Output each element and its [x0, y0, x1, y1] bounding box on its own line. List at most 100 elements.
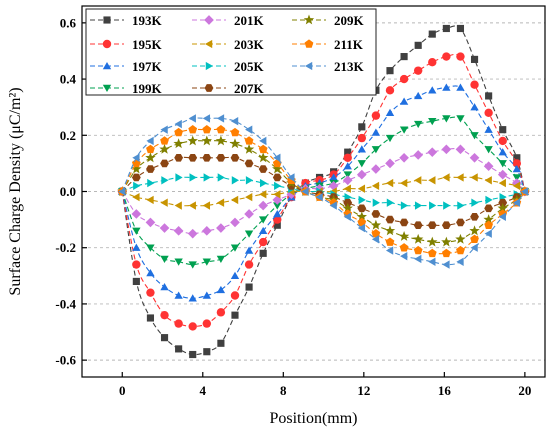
data-point [371, 235, 380, 244]
data-point [442, 83, 451, 91]
data-point [456, 245, 465, 255]
x-tick-label: 16 [438, 383, 452, 398]
data-point [287, 173, 295, 182]
legend-marker [303, 14, 315, 25]
series-213K [118, 114, 529, 269]
data-point [414, 201, 423, 210]
data-point [428, 30, 436, 38]
data-point [133, 181, 141, 191]
data-point [343, 184, 351, 193]
data-point [483, 214, 494, 225]
data-point [244, 246, 254, 254]
data-point [216, 285, 226, 294]
data-point [414, 41, 422, 49]
data-point [371, 181, 380, 191]
data-point [174, 258, 183, 266]
data-point [329, 201, 337, 210]
data-point [342, 202, 353, 213]
data-point [428, 86, 437, 94]
data-point [175, 173, 183, 182]
data-point [202, 291, 211, 299]
data-point [174, 201, 182, 210]
data-point [498, 212, 506, 221]
legend-marker [103, 16, 111, 24]
series-line [121, 116, 526, 266]
data-point [470, 132, 479, 140]
legend-item: 211K [292, 37, 364, 52]
data-point [456, 218, 465, 227]
data-point [385, 237, 395, 246]
data-point [245, 192, 253, 202]
data-point [498, 160, 507, 168]
data-point [456, 173, 464, 182]
data-point [414, 120, 423, 129]
data-point [329, 173, 338, 181]
data-point [442, 115, 451, 123]
data-point [371, 229, 381, 238]
data-point [202, 319, 212, 328]
data-point [370, 219, 382, 230]
data-point [147, 178, 155, 188]
legend-item: 205K [192, 59, 265, 74]
data-point [203, 348, 211, 356]
data-point [159, 223, 170, 233]
legend-label: 211K [334, 37, 364, 52]
data-point [258, 200, 268, 211]
data-point [174, 319, 183, 328]
data-point [273, 202, 282, 210]
data-point [230, 217, 240, 228]
data-point [399, 97, 409, 105]
data-point [441, 248, 451, 258]
legend-marker [304, 39, 314, 48]
data-point [202, 114, 211, 123]
data-point [358, 123, 366, 131]
data-point [189, 173, 197, 182]
data-point [258, 144, 268, 154]
data-point [258, 216, 268, 224]
data-point [414, 91, 423, 100]
data-point [188, 114, 196, 123]
data-point [230, 271, 240, 280]
data-point [428, 58, 437, 67]
data-point [131, 173, 141, 182]
data-point [131, 209, 142, 219]
y-tick-label: 0.6 [60, 15, 77, 30]
data-point [512, 198, 521, 207]
legend-label: 203K [234, 37, 265, 52]
legend-marker [204, 15, 214, 25]
data-point [456, 83, 465, 91]
data-point [428, 176, 436, 185]
data-point [470, 55, 479, 63]
legend-marker [204, 84, 214, 92]
data-point [413, 221, 423, 230]
data-point [400, 53, 408, 61]
data-point [343, 171, 352, 179]
data-point [273, 153, 281, 162]
data-point [145, 217, 156, 228]
data-point [386, 67, 394, 75]
data-point [146, 165, 155, 173]
data-point [131, 163, 142, 174]
data-point [520, 187, 529, 196]
data-point [160, 159, 169, 168]
data-point [230, 195, 239, 205]
data-point [358, 195, 366, 205]
data-point [456, 115, 465, 123]
data-point [470, 243, 478, 252]
data-point [357, 145, 366, 153]
data-point [427, 236, 438, 247]
data-point [230, 244, 240, 252]
data-point [132, 227, 141, 235]
data-point [441, 236, 452, 247]
data-point [145, 152, 156, 163]
legend-label: 209K [334, 13, 365, 28]
data-point [485, 195, 493, 205]
data-point [188, 261, 197, 269]
legend-label: 205K [234, 59, 265, 74]
data-point [217, 173, 225, 182]
data-point [257, 152, 269, 163]
legend-item: 203K [192, 37, 265, 52]
data-point [442, 52, 451, 61]
data-point [385, 246, 394, 255]
data-point [385, 134, 395, 143]
